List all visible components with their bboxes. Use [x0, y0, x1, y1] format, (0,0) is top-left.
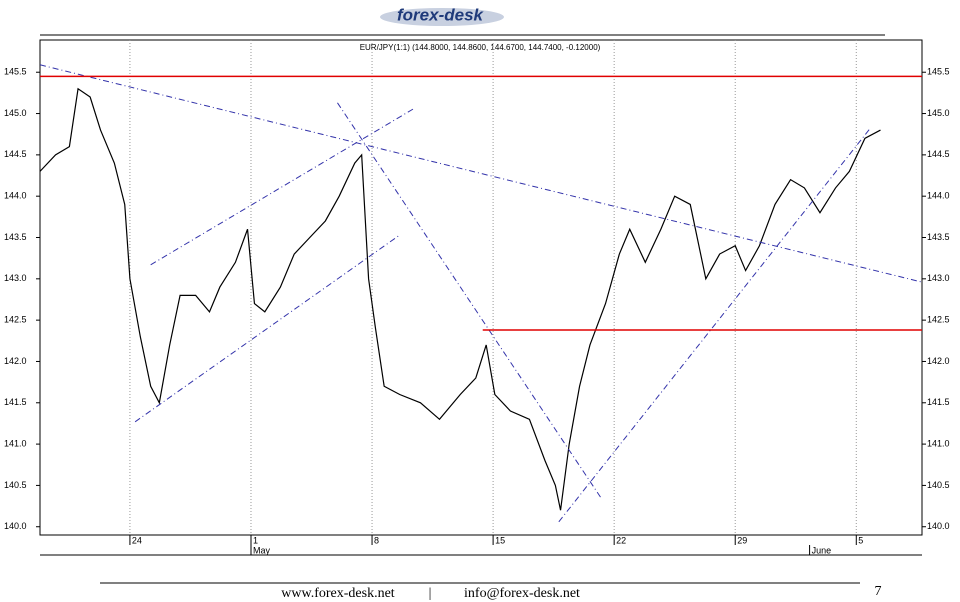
- page-number: 7: [875, 584, 882, 599]
- month-label: May: [253, 545, 271, 555]
- y-tick-label: 144.5: [4, 149, 27, 159]
- y-tick-label-right: 142.0: [927, 356, 950, 366]
- x-tick-label: 1: [253, 535, 258, 545]
- footer-email: info@forex-desk.net: [464, 586, 580, 601]
- logo-text: forex-desk: [397, 5, 485, 24]
- footer-separator: |: [429, 586, 432, 601]
- chart-title: EUR/JPY(1:1) (144.8000, 144.8600, 144.67…: [360, 43, 601, 52]
- trendline: [150, 107, 416, 266]
- x-tick-label: 29: [737, 535, 747, 545]
- y-tick-label: 141.0: [4, 438, 27, 448]
- trendline: [337, 102, 603, 500]
- footer-website: www.forex-desk.net: [281, 586, 394, 601]
- y-tick-label-right: 141.5: [927, 397, 950, 407]
- y-tick-label-right: 144.5: [927, 149, 950, 159]
- price-line: [39, 87, 881, 511]
- y-tick-label: 141.5: [4, 397, 27, 407]
- y-tick-label-right: 142.5: [927, 315, 950, 325]
- x-tick-label: 5: [858, 535, 863, 545]
- trendline: [558, 128, 871, 523]
- y-tick-label: 143.0: [4, 273, 27, 283]
- y-tick-label-right: 143.5: [927, 232, 950, 242]
- x-tick-label: 8: [374, 535, 379, 545]
- y-tick-label-right: 145.0: [927, 108, 950, 118]
- y-tick-label-right: 145.5: [927, 67, 950, 77]
- y-tick-label: 142.0: [4, 356, 27, 366]
- trendline: [39, 64, 923, 283]
- y-tick-label-right: 140.0: [927, 521, 950, 531]
- y-tick-label: 140.0: [4, 521, 27, 531]
- plot-frame: [39, 39, 923, 536]
- y-tick-label-right: 144.0: [927, 191, 950, 201]
- trendline: [134, 234, 401, 423]
- month-label: June: [812, 545, 832, 555]
- y-tick-label-right: 140.5: [927, 480, 950, 490]
- x-tick-label: 22: [616, 535, 626, 545]
- x-tick-label: 15: [495, 535, 505, 545]
- y-tick-label-right: 143.0: [927, 273, 950, 283]
- logo-swoosh: [380, 8, 504, 26]
- y-tick-label: 143.5: [4, 232, 27, 242]
- y-tick-label: 145.0: [4, 108, 27, 118]
- y-tick-label: 145.5: [4, 67, 27, 77]
- y-tick-label: 140.5: [4, 480, 27, 490]
- y-tick-label: 144.0: [4, 191, 27, 201]
- plot: 140.0 140.0 140.5 140.5 141.0 141.0 141.5 141.5…: [4, 40, 950, 555]
- x-tick-label: 24: [132, 535, 142, 545]
- logo: forex-desk: [380, 5, 504, 26]
- y-tick-label: 142.5: [4, 315, 27, 325]
- y-tick-label-right: 141.0: [927, 438, 950, 448]
